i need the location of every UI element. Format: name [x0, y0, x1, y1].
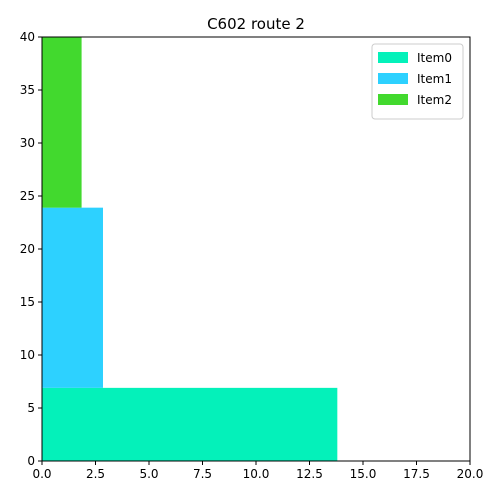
x-tick-label: 7.5 [193, 467, 212, 481]
bars [42, 37, 338, 461]
y-tick-label: 5 [27, 401, 35, 415]
bar-item2 [42, 37, 82, 208]
x-tick-label: 17.5 [403, 467, 430, 481]
x-tick-label: 20.0 [457, 467, 484, 481]
legend-swatch-item0 [378, 52, 408, 63]
axes: 0.0 2.5 5.0 7.5 10.0 12.5 15.0 17.5 20.0 0 5 10 15 20… [20, 30, 484, 481]
legend-swatch-item2 [378, 94, 408, 105]
chart-title: C602 route 2 [207, 15, 305, 33]
bar-item1 [42, 207, 103, 388]
y-tick-label: 35 [20, 83, 35, 97]
legend-label-item0: Item0 [417, 51, 452, 65]
y-tick-label: 30 [20, 136, 35, 150]
y-tick-label: 40 [20, 30, 35, 44]
x-tick-label: 0.0 [32, 467, 51, 481]
y-tick-label: 25 [20, 189, 35, 203]
y-tick-label: 20 [20, 242, 35, 256]
legend: Item0 Item1 Item2 [371, 43, 464, 120]
y-tick-label: 0 [27, 454, 35, 468]
x-tick-label: 2.5 [86, 467, 105, 481]
legend-label-item1: Item1 [417, 72, 452, 86]
y-tick-label: 15 [20, 295, 35, 309]
x-tick-label: 5.0 [139, 467, 158, 481]
x-tick-label: 12.5 [296, 467, 323, 481]
legend-label-item2: Item2 [417, 93, 452, 107]
y-tick-label: 10 [20, 348, 35, 362]
bar-item0 [42, 387, 338, 461]
legend-swatch-item1 [378, 73, 408, 84]
x-tick-label: 15.0 [350, 467, 377, 481]
x-tick-label: 10.0 [243, 467, 270, 481]
